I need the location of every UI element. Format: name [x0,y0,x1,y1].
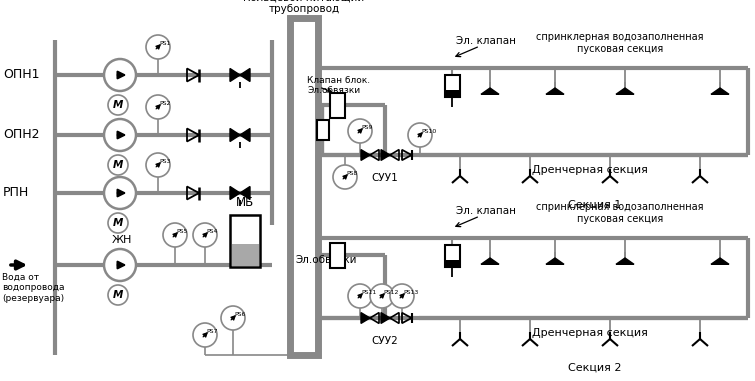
Text: PS1: PS1 [159,41,171,46]
Polygon shape [481,88,499,94]
Polygon shape [616,88,634,94]
Text: PS4: PS4 [206,229,217,234]
Polygon shape [361,312,370,323]
Text: PS2: PS2 [159,101,171,106]
Circle shape [146,35,170,59]
Text: СУУ1: СУУ1 [371,173,399,183]
Circle shape [370,284,394,308]
Text: Кольцевой питающий
трубопровод: Кольцевой питающий трубопровод [243,0,365,14]
Circle shape [193,223,217,247]
Polygon shape [616,258,634,264]
Text: Эл. клапан: Эл. клапан [456,36,516,46]
Circle shape [348,119,372,143]
Circle shape [146,153,170,177]
Text: Клапан блок.
Эл.обвязки: Клапан блок. Эл.обвязки [307,75,370,95]
Text: PS13: PS13 [403,290,418,295]
Polygon shape [240,128,250,141]
Circle shape [193,323,217,347]
Circle shape [146,95,170,119]
Text: PS8: PS8 [346,171,357,176]
Text: МБ: МБ [236,196,254,209]
Polygon shape [381,312,390,323]
Polygon shape [240,69,250,82]
Text: спринклерная водозаполненная
пусковая секция: спринклерная водозаполненная пусковая се… [536,202,704,224]
Text: Вода от
водопровода
(резервуара): Вода от водопровода (резервуара) [2,273,64,303]
Circle shape [163,223,187,247]
Polygon shape [711,88,729,94]
Text: СУУ2: СУУ2 [371,336,399,346]
Text: PS11: PS11 [361,290,376,295]
Circle shape [108,95,128,115]
Text: Эл.обвязки: Эл.обвязки [295,255,356,265]
Circle shape [390,284,414,308]
Text: РПН: РПН [3,187,29,200]
Polygon shape [230,69,240,82]
Polygon shape [546,88,564,94]
Circle shape [108,213,128,233]
Text: M: M [112,290,123,300]
Text: Дренчерная секция: Дренчерная секция [532,328,648,338]
Bar [317,120,329,140]
Bar [232,243,258,266]
Text: ОПН2: ОПН2 [3,128,39,141]
Circle shape [408,123,432,147]
Text: M: M [112,218,123,228]
Polygon shape [230,187,240,200]
Text: ОПН1: ОПН1 [3,69,39,82]
Bar [445,260,460,267]
Bar [445,90,460,97]
Text: спринклерная водозаполненная
пусковая секция: спринклерная водозаполненная пусковая се… [536,32,704,54]
Text: PS6: PS6 [234,312,245,317]
Text: PS10: PS10 [421,129,436,134]
Circle shape [104,119,136,151]
Polygon shape [240,187,250,200]
Circle shape [221,306,245,330]
Text: Эл. клапан: Эл. клапан [456,206,516,216]
Circle shape [104,177,136,209]
Text: ЖН: ЖН [112,235,132,245]
Bar [329,93,344,117]
Circle shape [108,155,128,175]
Bar [445,75,460,97]
Bar [230,215,260,267]
Circle shape [333,165,357,189]
Text: Секция 1: Секция 1 [569,200,621,210]
Polygon shape [481,258,499,264]
Circle shape [104,59,136,91]
Text: Секция 2: Секция 2 [569,363,622,373]
Text: PS12: PS12 [383,290,399,295]
Text: PS7: PS7 [206,329,217,334]
Circle shape [108,285,128,305]
Polygon shape [230,128,240,141]
Text: M: M [112,100,123,110]
Bar [329,242,344,267]
Text: Дренчерная секция: Дренчерная секция [532,165,648,175]
Circle shape [348,284,372,308]
Circle shape [104,249,136,281]
Text: M: M [112,160,123,170]
Polygon shape [711,258,729,264]
Text: PS3: PS3 [159,159,171,164]
Polygon shape [381,150,390,160]
Bar [290,18,318,355]
Text: PS9: PS9 [361,125,372,130]
Text: PS5: PS5 [176,229,187,234]
Polygon shape [546,258,564,264]
Polygon shape [361,150,370,160]
Bar [445,245,460,267]
